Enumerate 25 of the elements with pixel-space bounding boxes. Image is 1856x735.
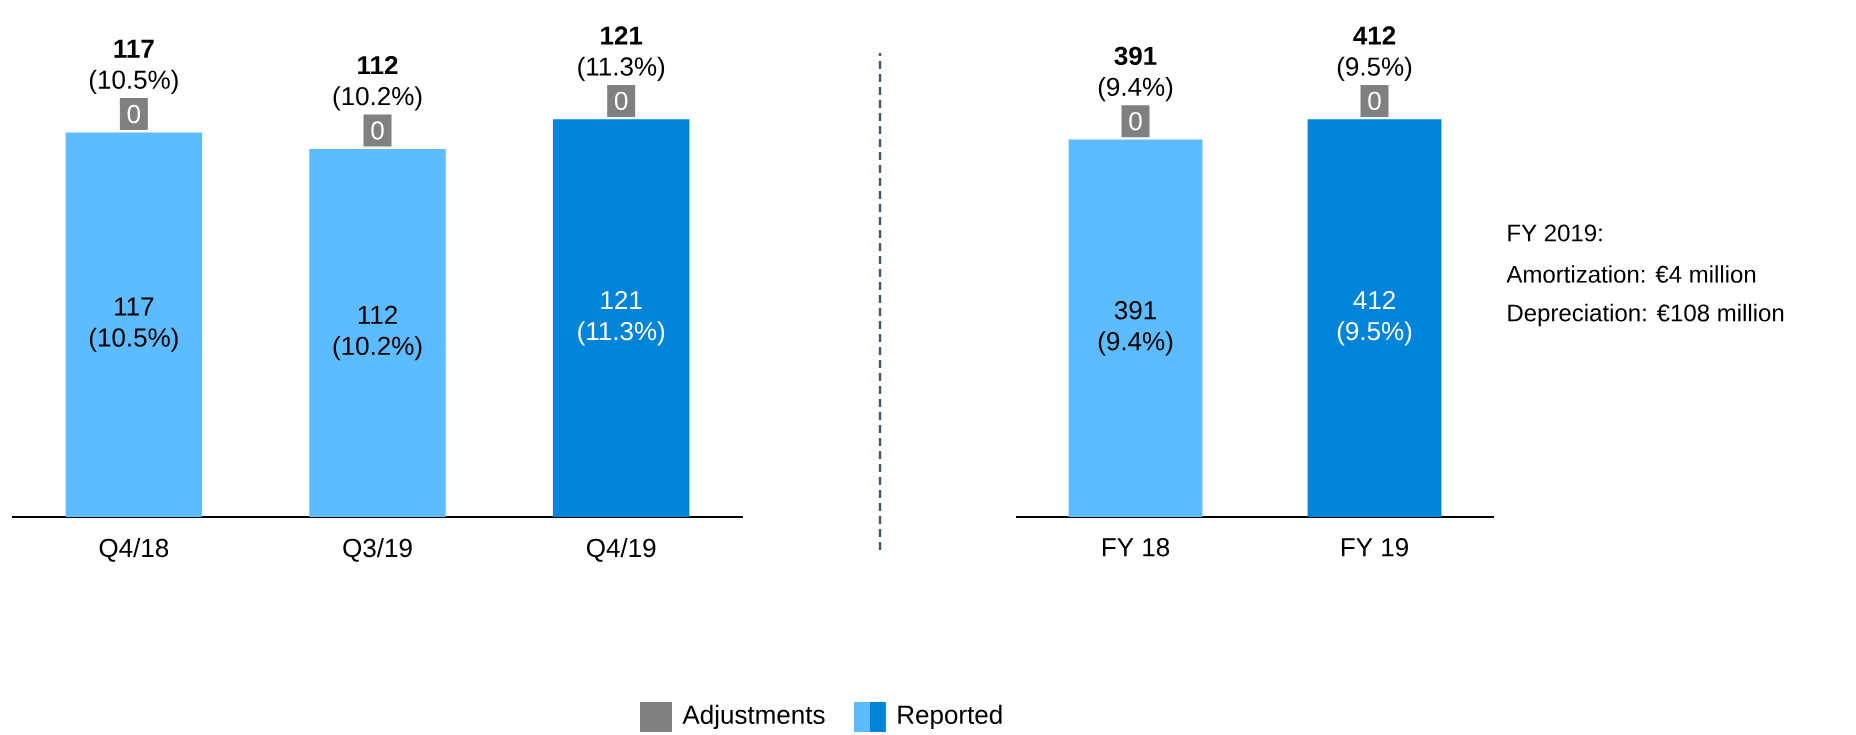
data-label: 0 <box>614 91 628 111</box>
data-label: 391 (9.4%) <box>1098 301 1173 356</box>
data-label: 0 <box>127 104 141 124</box>
data-label: 117 (10.5%) <box>89 297 178 352</box>
data-label: 121 (11.3%) <box>578 290 665 346</box>
x-tick-label: Q4/19 <box>586 538 656 562</box>
legend-label: Reported <box>898 704 1002 730</box>
legend-label: Adjustments <box>682 704 825 730</box>
data-label: 0 <box>371 121 384 140</box>
total-label: 391 (9.4%) <box>1098 46 1173 102</box>
data-label: 412 (9.5%) <box>1337 290 1412 346</box>
total-label: 117 (10.5%) <box>89 39 178 95</box>
text: FY 2019: <box>1508 224 1602 242</box>
text: Amortization: €4 million <box>1506 265 1756 283</box>
data-label: 0 <box>1368 91 1381 111</box>
text: Depreciation: €108 million <box>1508 303 1784 327</box>
x-tick-label: Q4/18 <box>99 538 169 562</box>
x-tick-label: Q3/19 <box>343 538 412 562</box>
total-label: 121 (11.3%) <box>578 26 665 81</box>
data-label: 0 <box>1129 111 1142 131</box>
total-label: 112 (10.2%) <box>333 55 422 111</box>
data-label: 112 (10.2%) <box>333 305 422 361</box>
x-tick-label: FY 19 <box>1341 538 1408 557</box>
total-label: 412 (9.5%) <box>1337 26 1412 81</box>
x-tick-label: FY 18 <box>1102 538 1170 557</box>
